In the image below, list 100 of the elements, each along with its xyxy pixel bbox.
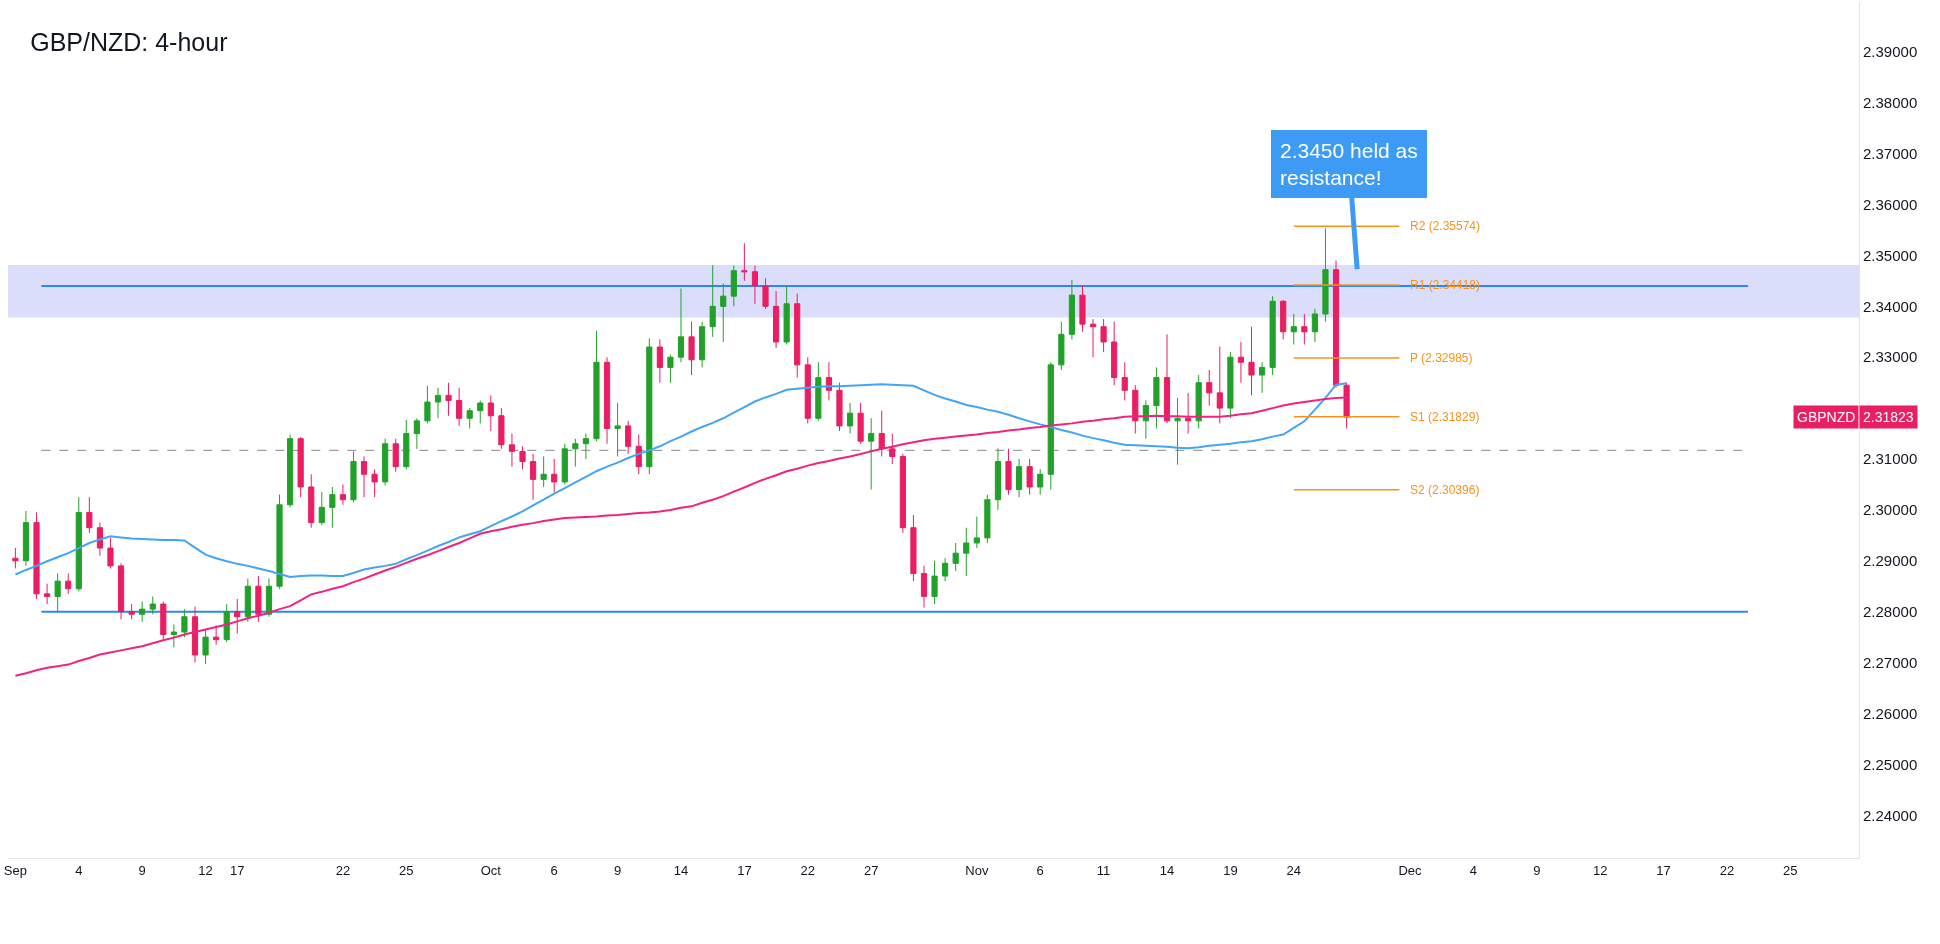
candlestick: [149, 595, 156, 615]
candlestick: [889, 433, 896, 465]
candlestick: [762, 277, 769, 310]
candlestick: [86, 496, 93, 534]
candlestick: [1100, 318, 1107, 353]
x-tick-label: Dec: [1398, 862, 1423, 878]
candlestick: [223, 603, 230, 643]
candlestick: [688, 321, 695, 376]
candlestick: [730, 265, 737, 307]
y-tick-label: 2.36000: [1863, 195, 1918, 213]
y-tick-label: 2.30000: [1863, 501, 1918, 519]
candlestick: [265, 578, 273, 618]
candlestick: [107, 537, 114, 569]
candlestick: [603, 356, 611, 445]
candlestick: [1343, 382, 1350, 429]
ref-line-label: S1 (2.31829): [1410, 410, 1480, 424]
candlestick: [540, 455, 547, 488]
candlestick: [1153, 366, 1160, 429]
x-tick-label: Oct: [480, 862, 502, 878]
candlestick: [1311, 308, 1318, 343]
y-tick-label: 2.33000: [1863, 348, 1918, 366]
x-tick-label: 22: [1719, 862, 1735, 878]
x-tick-label: 4: [1469, 862, 1477, 878]
candlestick: [339, 483, 346, 506]
x-tick-label: 24: [1286, 862, 1301, 878]
candlestick: [1111, 321, 1118, 386]
x-tick-label: Sep: [3, 862, 27, 878]
candlestick: [160, 601, 167, 641]
candlestick: [1269, 295, 1276, 376]
y-tick-label: 2.24000: [1863, 806, 1918, 824]
candlestick: [1058, 321, 1065, 371]
candlestick: [920, 565, 928, 609]
candlestick: [1068, 279, 1075, 340]
candlestick: [572, 438, 579, 468]
candlestick: [994, 447, 1002, 511]
candlestick: [191, 606, 199, 664]
x-tick-label: 9: [138, 862, 146, 878]
text: 2.31823: [1863, 409, 1914, 425]
candlestick: [1322, 227, 1329, 323]
x-tick-label: 9: [1533, 862, 1541, 878]
candlestick: [751, 265, 759, 305]
candlestick: [12, 547, 19, 569]
candlestick: [836, 382, 843, 432]
ref-line-label: P (2.32985): [1410, 351, 1473, 365]
candlestick: [614, 402, 621, 457]
candlestick: [804, 356, 811, 424]
candlestick: [1332, 260, 1340, 389]
x-tick-label: 25: [399, 862, 414, 878]
candlestick: [952, 542, 959, 572]
x-tick-label: 25: [1783, 862, 1798, 878]
candlestick: [1132, 384, 1139, 435]
y-tick-label: 2.39000: [1863, 43, 1918, 61]
candlestick: [33, 511, 40, 600]
candlestick: [1280, 299, 1287, 340]
candlestick: [308, 473, 315, 529]
line-series: [14, 382, 1348, 579]
candlestick: [1237, 341, 1245, 384]
candlestick: [593, 330, 600, 442]
candlestick: [772, 290, 780, 349]
x-tick-label: 6: [550, 862, 558, 878]
candlestick: [128, 603, 135, 620]
candlestick: [1079, 285, 1086, 333]
candlestick: [709, 264, 716, 338]
candlestick: [1163, 333, 1171, 424]
candlestick: [741, 242, 748, 282]
x-tick-label: 22: [800, 862, 816, 878]
x-tick-label: 9: [613, 862, 622, 878]
candlestick: [445, 382, 452, 417]
candlestick: [75, 496, 82, 592]
candlestick: [466, 407, 473, 429]
candlestick: [329, 486, 336, 529]
candlestick: [117, 562, 125, 620]
candlestick: [1037, 468, 1044, 496]
candlestick: [899, 453, 906, 534]
candlestick: [1301, 313, 1308, 345]
candlestick: [519, 445, 526, 470]
candlestick: [1195, 374, 1202, 429]
candlestick: [868, 417, 875, 491]
candlestick: [667, 354, 674, 384]
x-tick-label: 27: [863, 862, 879, 878]
x-tick-label: 6: [1036, 862, 1044, 878]
candlestick: [202, 629, 209, 665]
candlestick: [646, 337, 653, 475]
candlestick: [1047, 361, 1054, 491]
candlestick: [1290, 313, 1297, 345]
candlestick: [1227, 351, 1234, 419]
x-tick-label: 12: [1592, 862, 1608, 878]
candlestick: [244, 578, 251, 623]
candlestick: [551, 458, 558, 493]
candlestick: [65, 573, 72, 595]
candlestick: [677, 288, 685, 363]
candlestick: [942, 557, 949, 582]
candlestick: [625, 420, 632, 455]
candlestick: [582, 433, 589, 460]
candlestick: [477, 399, 484, 424]
candlestick: [139, 601, 146, 623]
candlestick: [1005, 448, 1012, 496]
candlestick: [487, 394, 494, 432]
candlestick: [910, 514, 917, 582]
candlestick: [22, 510, 30, 567]
